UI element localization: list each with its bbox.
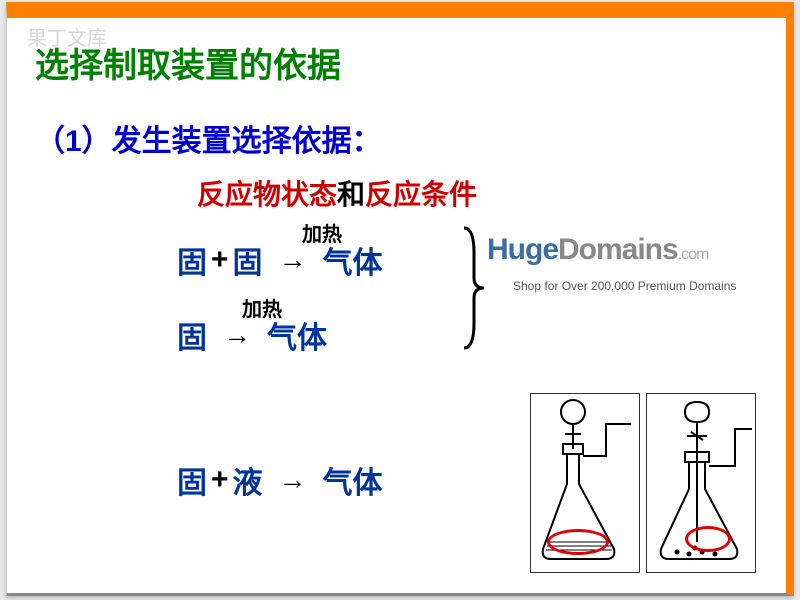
- condition-part1: 反应物状态: [197, 179, 337, 210]
- highlight-ellipse-2: [685, 526, 731, 552]
- product-gas-1: 气体: [323, 238, 383, 282]
- logo-text: HugeDomains.com: [487, 233, 736, 267]
- product-gas-2: 气体: [267, 313, 327, 357]
- logo-part1: Huge: [487, 233, 558, 266]
- logo-block: HugeDomains.com Shop for Over 200,000 Pr…: [487, 233, 736, 293]
- reaction-row-3: 固 + 液 → 气体: [177, 458, 383, 502]
- flask-apparatus-1: [530, 393, 640, 573]
- conditions-line: 反应物状态和反应条件: [197, 173, 477, 213]
- plus-3: +: [211, 463, 229, 497]
- arrow-2: →: [223, 319, 251, 351]
- reactant-solid-2: 固: [177, 313, 207, 357]
- flask-apparatus-2: [646, 393, 756, 573]
- reactant-solid-1b: 固: [233, 238, 263, 282]
- reaction-row-1: 固 + 固 → 气体: [177, 238, 383, 282]
- logo-part2: Domains: [558, 233, 678, 266]
- logo-part3: .com: [678, 246, 709, 263]
- reactant-solid-1a: 固: [177, 238, 207, 282]
- product-gas-3: 气体: [323, 458, 383, 502]
- logo-tagline: Shop for Over 200,000 Premium Domains: [513, 279, 736, 293]
- reactant-solid-3: 固: [177, 458, 207, 502]
- brace-icon: [459, 223, 489, 353]
- arrow-1: →: [279, 244, 307, 276]
- section-subtitle: （1）发生装置选择依据：: [35, 116, 382, 160]
- condition-part3: 反应条件: [365, 179, 477, 210]
- page-title: 选择制取装置的依据: [35, 38, 341, 87]
- reaction-row-2: 固 → 气体: [177, 313, 327, 357]
- apparatus-group: [530, 393, 756, 573]
- plus-1: +: [211, 243, 229, 277]
- reactant-liquid-3: 液: [233, 458, 263, 502]
- slide-frame: 果丁文库 选择制取装置的依据 （1）发生装置选择依据： 反应物状态和反应条件 加…: [6, 2, 794, 596]
- arrow-3: →: [279, 464, 307, 496]
- highlight-ellipse-1: [547, 529, 609, 555]
- condition-part2: 和: [337, 179, 365, 210]
